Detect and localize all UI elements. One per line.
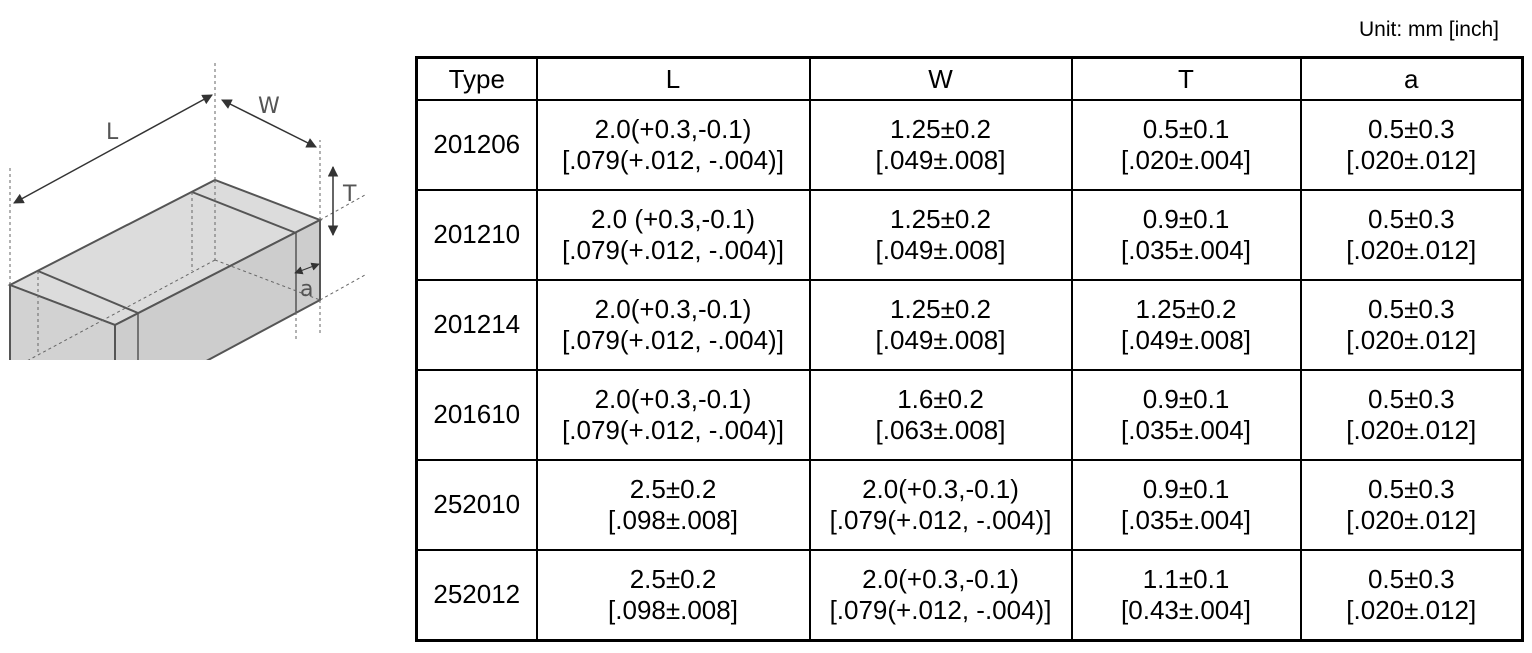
value-mm: 2.0(+0.3,-0.1) <box>862 473 1019 504</box>
value-inch: [.020±.004] <box>1121 144 1251 175</box>
value-mm: 2.0(+0.3,-0.1) <box>594 293 752 324</box>
value-inch: [.020±.012] <box>1346 594 1477 625</box>
value-inch: [.020±.012] <box>1346 324 1477 355</box>
value-inch: [.098±.008] <box>608 594 738 625</box>
cell-t: 0.5±0.1 [.020±.004] <box>1070 99 1302 191</box>
cell-type: 252012 <box>415 548 538 642</box>
value-mm: 0.9±0.1 <box>1142 203 1230 234</box>
table-row: 201610 2.0(+0.3,-0.1) [.079(+.012, -.004)]… <box>415 368 1524 461</box>
table-body: 201206 2.0(+0.3,-0.1) [.079(+.012, -.004)]… <box>415 99 1524 642</box>
value-inch: [.049±.008] <box>1121 324 1251 355</box>
value-mm: 0.9±0.1 <box>1142 473 1230 504</box>
diagram-label-t: T <box>342 182 357 207</box>
cell-l: 2.5±0.2 [.098±.008] <box>535 548 811 642</box>
cell-type: 201210 <box>415 188 538 281</box>
table-header-row: Type L W T a <box>415 56 1524 101</box>
cell-type: 201610 <box>415 368 538 461</box>
value-mm: 1.6±0.2 <box>897 383 984 414</box>
header-type: Type <box>415 56 538 101</box>
value-mm: 1.25±0.2 <box>889 113 992 144</box>
header-l: L <box>535 56 811 101</box>
cell-w: 1.25±0.2 [.049±.008] <box>808 99 1073 191</box>
value-inch: [.079(+.012, -.004)] <box>562 414 784 445</box>
value-mm: 2.5±0.2 <box>629 563 717 594</box>
value-inch: [0.43±.004] <box>1121 594 1251 625</box>
value-inch: [.049±.008] <box>875 144 1006 175</box>
table-row: 252012 2.5±0.2 [.098±.008] 2.0(+0.3,-0.1) [.… <box>415 548 1524 642</box>
table-row: 201206 2.0(+0.3,-0.1) [.079(+.012, -.004)]… <box>415 99 1524 191</box>
chip-dimension-diagram: L W T a <box>0 55 372 360</box>
cell-l: 2.5±0.2 [.098±.008] <box>535 458 811 551</box>
table-row: 201214 2.0(+0.3,-0.1) [.079(+.012, -.004)]… <box>415 278 1524 371</box>
value-mm: 0.5±0.3 <box>1367 113 1455 144</box>
value-inch: [.020±.012] <box>1346 504 1477 535</box>
value-inch: [.035±.004] <box>1121 504 1251 535</box>
cell-t: 0.9±0.1 [.035±.004] <box>1070 188 1302 281</box>
header-t: T <box>1070 56 1302 101</box>
cell-a: 0.5±0.3 [.020±.012] <box>1299 548 1524 642</box>
cell-type: 201214 <box>415 278 538 371</box>
value-mm: 1.1±0.1 <box>1142 563 1230 594</box>
value-inch: [.098±.008] <box>608 504 738 535</box>
diagram-label-a: a <box>300 277 313 302</box>
cell-l: 2.0(+0.3,-0.1) [.079(+.012, -.004)] <box>535 278 811 371</box>
cell-l: 2.0(+0.3,-0.1) [.079(+.012, -.004)] <box>535 99 811 191</box>
value-mm: 0.5±0.3 <box>1367 293 1455 324</box>
value-mm: 1.25±0.2 <box>1135 293 1237 324</box>
cell-a: 0.5±0.3 [.020±.012] <box>1299 188 1524 281</box>
value-inch: [.020±.012] <box>1346 234 1477 265</box>
chip-front-face <box>9 283 116 360</box>
value-inch: [.079(+.012, -.004)] <box>562 144 784 175</box>
cell-w: 1.25±0.2 [.049±.008] <box>808 188 1073 281</box>
table-row: 201210 2.0 (+0.3,-0.1) [.079(+.012, -.004)… <box>415 188 1524 281</box>
value-inch: [.079(+.012, -.004)] <box>829 594 1052 625</box>
cell-t: 0.9±0.1 [.035±.004] <box>1070 368 1302 461</box>
cell-l: 2.0(+0.3,-0.1) [.079(+.012, -.004)] <box>535 368 811 461</box>
value-mm: 0.5±0.1 <box>1142 113 1230 144</box>
value-mm: 0.9±0.1 <box>1142 383 1230 414</box>
cell-t: 1.1±0.1 [0.43±.004] <box>1070 548 1302 642</box>
value-inch: [.020±.012] <box>1346 414 1477 445</box>
cell-a: 0.5±0.3 [.020±.012] <box>1299 99 1524 191</box>
diagram-label-l: L <box>106 120 119 145</box>
value-inch: [.049±.008] <box>875 234 1006 265</box>
value-mm: 1.25±0.2 <box>889 203 992 234</box>
cell-type: 252010 <box>415 458 538 551</box>
value-inch: [.020±.012] <box>1346 144 1477 175</box>
cell-t: 1.25±0.2 [.049±.008] <box>1070 278 1302 371</box>
value-mm: 0.5±0.3 <box>1367 563 1455 594</box>
table-row: 252010 2.5±0.2 [.098±.008] 2.0(+0.3,-0.1) [.… <box>415 458 1524 551</box>
value-inch: [.079(+.012, -.004)] <box>562 234 784 265</box>
header-a: a <box>1299 56 1524 101</box>
value-inch: [.079(+.012, -.004)] <box>829 504 1052 535</box>
header-w: W <box>808 56 1073 101</box>
cell-a: 0.5±0.3 [.020±.012] <box>1299 278 1524 371</box>
unit-note: Unit: mm [inch] <box>1358 18 1499 41</box>
value-inch: [.079(+.012, -.004)] <box>562 324 784 355</box>
value-inch: [.049±.008] <box>875 324 1006 355</box>
cell-l: 2.0 (+0.3,-0.1) [.079(+.012, -.004)] <box>535 188 811 281</box>
diagram-label-w: W <box>258 94 280 119</box>
cell-w: 1.6±0.2 [.063±.008] <box>808 368 1073 461</box>
cell-w: 1.25±0.2 [.049±.008] <box>808 278 1073 371</box>
cell-a: 0.5±0.3 [.020±.012] <box>1299 368 1524 461</box>
cell-t: 0.9±0.1 [.035±.004] <box>1070 458 1302 551</box>
value-mm: 0.5±0.3 <box>1367 203 1455 234</box>
value-mm: 2.0(+0.3,-0.1) <box>862 563 1019 594</box>
cell-a: 0.5±0.3 [.020±.012] <box>1299 458 1524 551</box>
value-mm: 2.0 (+0.3,-0.1) <box>590 203 756 234</box>
value-mm: 1.25±0.2 <box>889 293 992 324</box>
cell-w: 2.0(+0.3,-0.1) [.079(+.012, -.004)] <box>808 548 1073 642</box>
cell-type: 201206 <box>415 99 538 191</box>
value-mm: 0.5±0.3 <box>1367 473 1455 504</box>
value-mm: 2.0(+0.3,-0.1) <box>594 383 752 414</box>
value-inch: [.063±.008] <box>875 414 1006 445</box>
cell-w: 2.0(+0.3,-0.1) [.079(+.012, -.004)] <box>808 458 1073 551</box>
dimension-table: Type L W T a 201206 2.0(+0.3,-0.1) [.079(+… <box>415 56 1524 642</box>
value-inch: [.035±.004] <box>1121 414 1251 445</box>
value-inch: [.035±.004] <box>1121 234 1251 265</box>
value-mm: 2.5±0.2 <box>629 473 717 504</box>
value-mm: 0.5±0.3 <box>1367 383 1455 414</box>
value-mm: 2.0(+0.3,-0.1) <box>594 113 752 144</box>
